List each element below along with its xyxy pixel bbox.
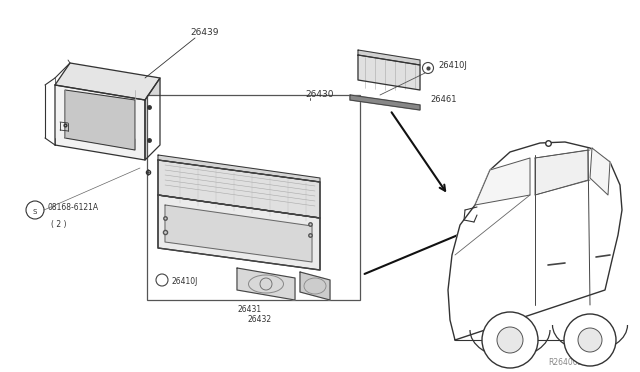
Text: 26431: 26431: [237, 305, 261, 314]
Circle shape: [497, 327, 523, 353]
Polygon shape: [145, 78, 160, 160]
Polygon shape: [448, 142, 622, 340]
Polygon shape: [158, 155, 320, 182]
Text: 26461: 26461: [430, 96, 456, 105]
Text: 08168-6121A: 08168-6121A: [47, 203, 98, 212]
Text: 26432: 26432: [248, 315, 272, 324]
Text: 26410J: 26410J: [172, 278, 198, 286]
Polygon shape: [237, 268, 295, 300]
Circle shape: [578, 328, 602, 352]
Polygon shape: [535, 150, 588, 195]
Polygon shape: [475, 158, 530, 205]
Polygon shape: [158, 160, 320, 218]
Polygon shape: [358, 55, 420, 90]
Bar: [147, 95, 360, 300]
Polygon shape: [55, 63, 160, 100]
Text: S: S: [33, 209, 37, 215]
Text: ( 2 ): ( 2 ): [51, 220, 67, 229]
Text: 26439: 26439: [190, 28, 218, 37]
Polygon shape: [358, 50, 420, 65]
Polygon shape: [158, 195, 320, 270]
Text: 26430: 26430: [305, 90, 333, 99]
Polygon shape: [590, 148, 610, 195]
Text: 26410J: 26410J: [438, 61, 467, 71]
Circle shape: [482, 312, 538, 368]
Circle shape: [564, 314, 616, 366]
Polygon shape: [300, 272, 330, 300]
Text: R264002K: R264002K: [548, 358, 588, 367]
Polygon shape: [350, 95, 420, 110]
Polygon shape: [165, 205, 312, 262]
Polygon shape: [55, 85, 145, 160]
Polygon shape: [65, 90, 135, 150]
